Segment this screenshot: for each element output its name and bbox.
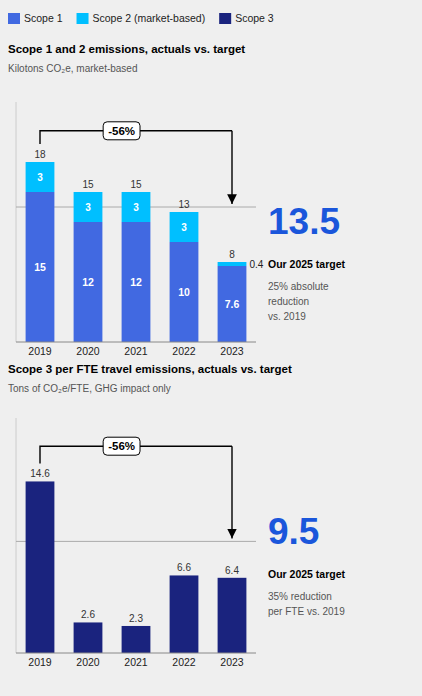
target-description: 35% reduction per FTE vs. 2019 — [268, 591, 345, 617]
data-label: 12 — [130, 276, 142, 288]
bar — [26, 192, 55, 342]
bar — [74, 192, 103, 222]
x-tick-label: 2022 — [172, 656, 196, 668]
target-description: 25% absolute reduction vs. 2019 — [268, 281, 329, 322]
data-label: 14.6 — [30, 468, 50, 479]
bar — [218, 578, 247, 653]
y-axis — [16, 418, 17, 653]
total-label: 15 — [82, 179, 94, 190]
bar — [74, 222, 103, 342]
x-tick-label: 2019 — [28, 345, 52, 357]
bracket-arrow — [231, 446, 232, 538]
chart: Scope 1 and 2 emissions, actuals vs. tar… — [8, 43, 346, 357]
legend-label: Scope 3 — [235, 12, 274, 24]
reduction-badge: -56% — [103, 122, 140, 140]
target-description-line: 35% reduction — [268, 591, 332, 602]
data-label: 6.6 — [177, 562, 191, 573]
legend: Scope 1 Scope 2 (market-based) Scope 3 — [8, 12, 274, 24]
data-label: 3 — [133, 202, 139, 213]
bar — [218, 266, 247, 342]
data-label: 3 — [37, 172, 43, 183]
target-label: Our 2025 target — [268, 258, 346, 270]
x-tick-label: 2019 — [28, 656, 52, 668]
bar — [170, 242, 199, 342]
data-labels: 14.6 2.6 2.3 6.6 6.4 — [30, 468, 239, 624]
data-label: 10 — [178, 286, 190, 298]
chart: Scope 3 per FTE travel emissions, actual… — [8, 363, 346, 668]
bar — [170, 575, 199, 653]
bar — [218, 262, 247, 266]
legend-label: Scope 2 (market-based) — [93, 12, 206, 24]
chart-page: Scope 1Scope 2 (market-based)Scope 3Scop… — [0, 0, 422, 696]
reduction-badge: -56% — [103, 437, 140, 455]
data-label: 3 — [181, 222, 187, 233]
total-label: 13 — [178, 199, 190, 210]
target-label: Our 2025 target — [268, 568, 346, 580]
bar — [26, 481, 55, 653]
x-tick-label: 2020 — [76, 656, 100, 668]
data-label: 2.6 — [81, 609, 95, 620]
target-description-line: 25% absolute — [268, 281, 329, 292]
bars — [26, 162, 247, 342]
total-label: 15 — [130, 179, 142, 190]
target-annotation: 13.5 Our 2025 target 25% absolute reduction… — [268, 201, 346, 322]
data-label: 3 — [85, 202, 91, 213]
data-label: 12 — [82, 276, 94, 288]
bar — [26, 162, 55, 192]
data-label: 0.4 — [249, 259, 263, 270]
target-annotation: 9.5 Our 2025 target 35% reduction per FTE v… — [268, 511, 346, 617]
badge-box — [103, 437, 140, 455]
legend-swatch — [219, 13, 231, 24]
bar — [74, 622, 103, 653]
badge-box — [103, 122, 140, 140]
y-axis — [16, 102, 17, 342]
bracket-arrow — [231, 131, 232, 204]
target-description-line: vs. 2019 — [268, 311, 306, 322]
data-label: 7.6 — [225, 298, 240, 310]
reduction-label: -56% — [108, 125, 135, 137]
bar — [122, 222, 151, 342]
data-label: 2.3 — [129, 613, 143, 624]
legend-label: Scope 1 — [24, 12, 63, 24]
bar — [122, 626, 151, 653]
x-tick-label: 2023 — [220, 345, 244, 357]
x-tick-label: 2023 — [220, 656, 244, 668]
target-description-line: per FTE vs. 2019 — [268, 606, 345, 617]
data-label: 15 — [34, 261, 46, 273]
subtitle: Tons of CO₂e/FTE, GHG impact only — [8, 383, 171, 394]
total-label: 18 — [34, 149, 46, 160]
x-axis — [16, 342, 256, 343]
x-tick-label: 2021 — [124, 345, 148, 357]
bar — [122, 192, 151, 222]
background — [0, 0, 422, 696]
x-tick-label: 2022 — [172, 345, 196, 357]
legend-swatch — [8, 13, 20, 24]
target-description-line: reduction — [268, 296, 309, 307]
legend-swatch — [77, 13, 89, 24]
data-label: 6.4 — [225, 565, 239, 576]
title: Scope 1 and 2 emissions, actuals vs. tar… — [8, 43, 245, 55]
x-tick-label: 2021 — [124, 656, 148, 668]
reduction-label: -56% — [108, 440, 135, 452]
subtitle: Kilotons CO₂e, market-based — [8, 63, 138, 74]
bars — [26, 481, 247, 653]
target-value: 13.5 — [268, 201, 340, 242]
total-label: 8 — [229, 249, 235, 260]
x-tick-label: 2020 — [76, 345, 100, 357]
bar — [170, 212, 199, 242]
x-axis — [16, 653, 256, 654]
title: Scope 3 per FTE travel emissions, actual… — [8, 363, 292, 375]
data-labels: 15 12 12 10 7.6 3 3 3 3 0.4 18 15 15 13 8 — [34, 149, 264, 310]
target-value: 9.5 — [268, 511, 319, 552]
